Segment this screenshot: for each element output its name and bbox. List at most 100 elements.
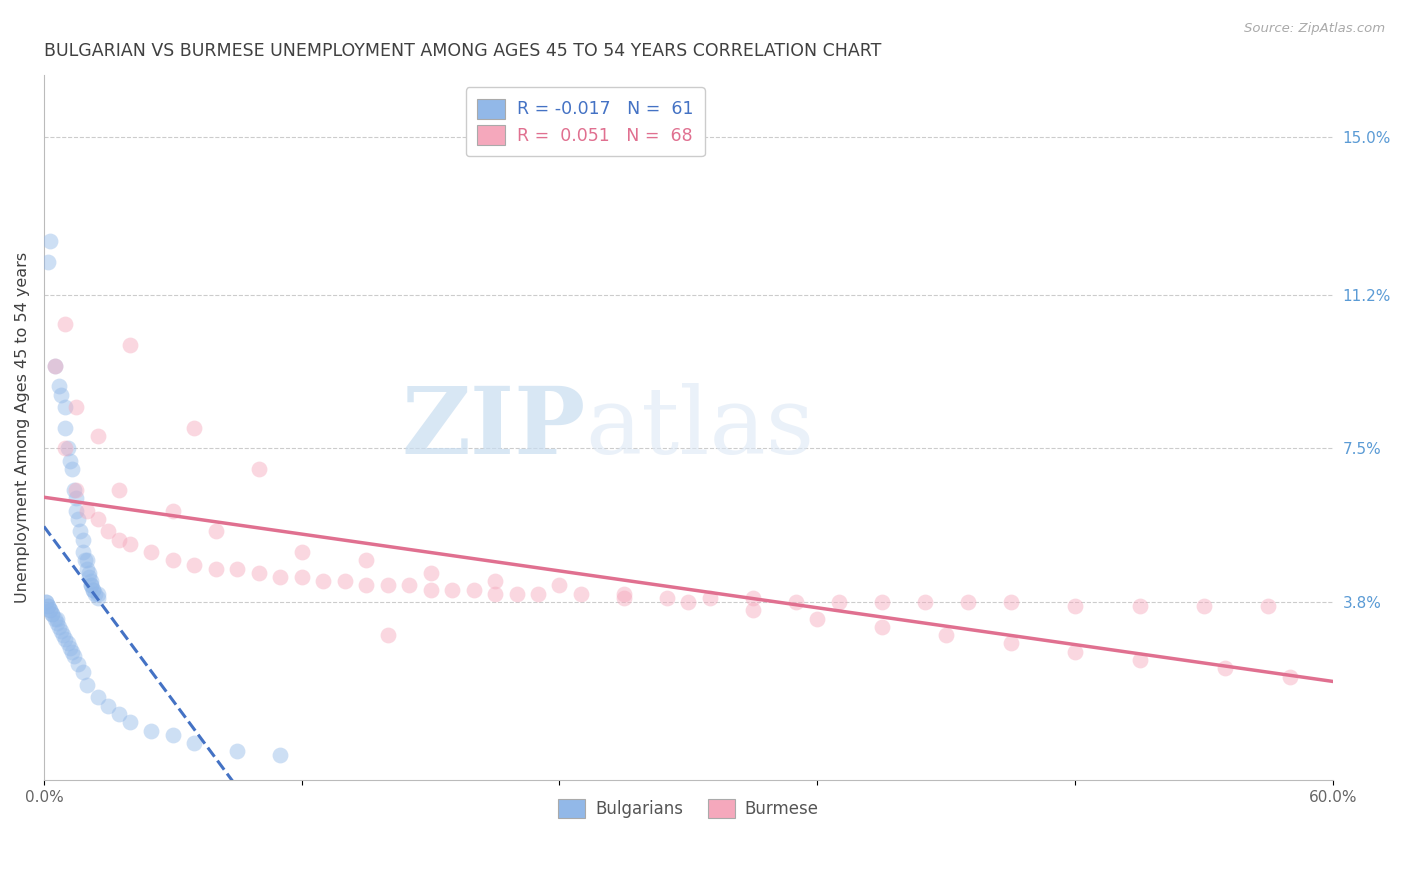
Point: [484, 574, 506, 589]
Point: [76, 553, 98, 567]
Point: [333, 574, 356, 589]
Point: [86, 587, 108, 601]
Point: [37, 599, 59, 613]
Point: [65, 400, 87, 414]
Point: [67, 657, 90, 672]
Point: [141, 723, 163, 738]
Point: [1278, 670, 1301, 684]
Point: [63, 648, 86, 663]
Point: [37, 599, 59, 613]
Point: [1257, 599, 1279, 613]
Point: [699, 591, 721, 605]
Point: [72, 665, 94, 680]
Point: [1128, 653, 1150, 667]
Point: [49, 624, 72, 638]
Point: [1128, 599, 1150, 613]
Point: [35, 595, 58, 609]
Point: [162, 504, 184, 518]
Point: [44, 359, 66, 373]
Point: [183, 558, 205, 572]
Point: [48, 620, 70, 634]
Point: [354, 578, 377, 592]
Point: [247, 566, 270, 580]
Point: [86, 429, 108, 443]
Point: [419, 582, 441, 597]
Point: [377, 628, 399, 642]
Point: [118, 338, 141, 352]
Point: [484, 587, 506, 601]
Point: [39, 603, 62, 617]
Point: [45, 611, 67, 625]
Point: [1000, 636, 1022, 650]
Point: [44, 359, 66, 373]
Point: [53, 317, 76, 331]
Point: [63, 483, 86, 497]
Point: [527, 587, 550, 601]
Point: [678, 595, 700, 609]
Point: [82, 582, 104, 597]
Point: [76, 504, 98, 518]
Point: [73, 553, 96, 567]
Point: [35, 595, 58, 609]
Point: [56, 636, 79, 650]
Point: [141, 545, 163, 559]
Point: [72, 545, 94, 559]
Point: [441, 582, 464, 597]
Point: [291, 545, 314, 559]
Point: [1064, 645, 1087, 659]
Point: [870, 595, 893, 609]
Point: [291, 570, 314, 584]
Y-axis label: Unemployment Among Ages 45 to 54 years: Unemployment Among Ages 45 to 54 years: [15, 252, 30, 603]
Point: [118, 537, 141, 551]
Point: [108, 483, 131, 497]
Text: atlas: atlas: [585, 383, 814, 473]
Point: [86, 512, 108, 526]
Point: [65, 491, 87, 506]
Point: [741, 603, 763, 617]
Point: [613, 587, 636, 601]
Point: [377, 578, 399, 592]
Point: [828, 595, 851, 609]
Point: [69, 524, 91, 539]
Point: [82, 582, 104, 597]
Point: [60, 462, 83, 476]
Point: [1000, 595, 1022, 609]
Point: [419, 566, 441, 580]
Point: [183, 421, 205, 435]
Point: [785, 595, 807, 609]
Point: [118, 715, 141, 730]
Point: [162, 553, 184, 567]
Point: [613, 591, 636, 605]
Point: [53, 421, 76, 435]
Point: [65, 504, 87, 518]
Point: [741, 591, 763, 605]
Point: [569, 587, 592, 601]
Point: [80, 578, 103, 592]
Point: [247, 462, 270, 476]
Point: [44, 611, 66, 625]
Point: [86, 591, 108, 605]
Point: [312, 574, 335, 589]
Point: [806, 611, 828, 625]
Point: [76, 678, 98, 692]
Point: [97, 698, 120, 713]
Point: [1064, 599, 1087, 613]
Point: [1215, 661, 1237, 675]
Point: [80, 574, 103, 589]
Point: [76, 562, 98, 576]
Point: [935, 628, 957, 642]
Point: [108, 533, 131, 547]
Point: [269, 748, 291, 763]
Point: [41, 607, 63, 622]
Point: [548, 578, 571, 592]
Point: [77, 566, 100, 580]
Point: [48, 379, 70, 393]
Point: [53, 632, 76, 647]
Point: [72, 533, 94, 547]
Point: [59, 454, 82, 468]
Point: [97, 524, 120, 539]
Point: [65, 483, 87, 497]
Point: [53, 400, 76, 414]
Point: [84, 587, 107, 601]
Point: [226, 562, 249, 576]
